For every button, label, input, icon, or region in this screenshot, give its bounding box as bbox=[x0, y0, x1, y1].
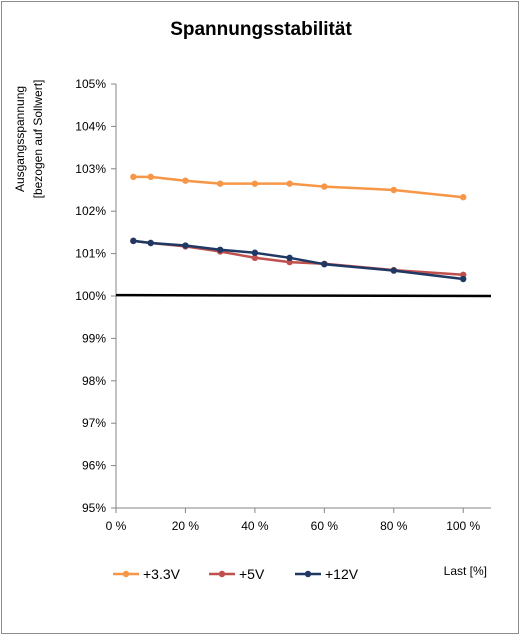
data-point bbox=[286, 254, 293, 262]
y-tick-label: 101% bbox=[75, 247, 106, 261]
x-axis-title: Last [%] bbox=[444, 564, 487, 578]
data-point bbox=[147, 173, 154, 181]
data-point bbox=[182, 242, 189, 249]
y-tick-label: 97% bbox=[82, 416, 106, 430]
data-point bbox=[460, 194, 467, 201]
reference-line-group bbox=[115, 293, 492, 298]
y-tick-label: 105% bbox=[75, 77, 106, 91]
legend-marker bbox=[218, 570, 226, 578]
y-tick-label: 100% bbox=[75, 289, 106, 303]
y-tick-label: 104% bbox=[75, 119, 106, 133]
chart-title: Spannungsstabilität bbox=[170, 19, 352, 40]
y-axis-title-line2: [bezogen auf Sollwert] bbox=[31, 80, 45, 199]
data-point bbox=[147, 239, 154, 247]
reference-line bbox=[115, 293, 492, 298]
data-point bbox=[130, 237, 137, 245]
y-tick-label: 96% bbox=[82, 459, 106, 473]
y-tick-label: 102% bbox=[75, 204, 106, 218]
legend: +3.3V +5V +12V bbox=[113, 566, 359, 582]
x-tick-label: 0 % bbox=[106, 519, 127, 533]
y-tick-labels: 95% 96% 97% 98% 99% 100% 101% 102% 103% 104% 105% bbox=[75, 77, 116, 515]
data-point bbox=[460, 275, 467, 283]
data-point bbox=[130, 173, 137, 181]
x-tick-labels: 0 % 20 % 40 % 60 % 80 % 100 % bbox=[106, 508, 481, 533]
legend-label: +5V bbox=[239, 566, 265, 582]
data-point bbox=[216, 246, 224, 253]
data-point bbox=[216, 180, 224, 187]
legend-marker bbox=[122, 570, 130, 578]
legend-label: +12V bbox=[325, 566, 359, 582]
legend-label: +3.3V bbox=[143, 566, 181, 582]
y-tick-label: 95% bbox=[82, 501, 106, 515]
x-tick-label: 40 % bbox=[241, 519, 269, 533]
data-point bbox=[251, 254, 259, 262]
data-point bbox=[251, 249, 259, 256]
data-point bbox=[321, 183, 328, 190]
y-tick-label: 99% bbox=[82, 331, 106, 345]
x-tick-label: 100 % bbox=[446, 519, 480, 533]
x-tick-label: 20 % bbox=[172, 519, 200, 533]
y-tick-label: 98% bbox=[82, 374, 106, 388]
data-point bbox=[321, 261, 328, 268]
y-tick-label: 103% bbox=[75, 162, 106, 176]
x-tick-label: 80 % bbox=[380, 519, 408, 533]
legend-marker bbox=[304, 570, 312, 578]
series-group bbox=[130, 173, 467, 283]
data-point bbox=[390, 186, 397, 194]
data-point bbox=[251, 180, 259, 187]
data-point bbox=[182, 177, 189, 184]
data-point bbox=[390, 267, 397, 274]
x-tick-label: 60 % bbox=[311, 519, 339, 533]
data-point bbox=[286, 180, 293, 187]
y-axis-title-line1: Ausgangsspannung bbox=[13, 86, 27, 192]
